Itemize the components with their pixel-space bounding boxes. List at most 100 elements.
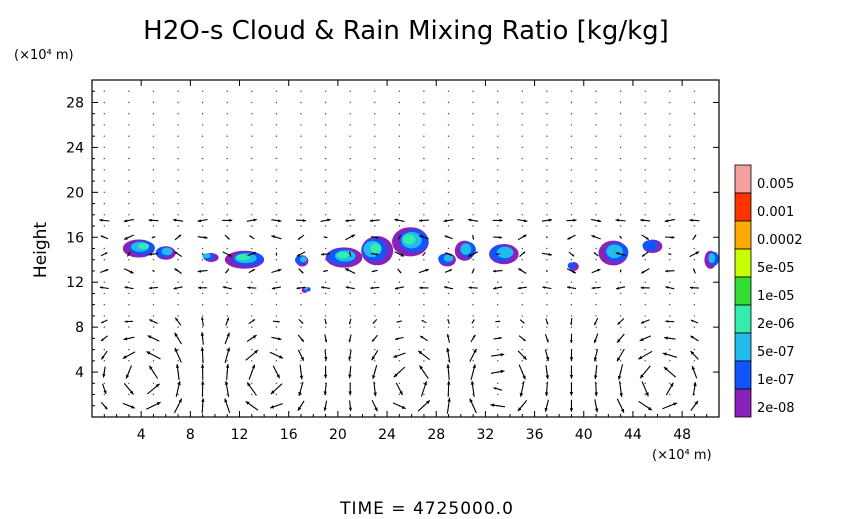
wind-vector [517,234,527,241]
wind-vector [419,335,429,342]
grid-dot [497,393,499,396]
grid-dot [693,135,696,137]
grid-dot [275,382,278,384]
grid-dot [423,124,425,126]
grid-dot [521,304,523,306]
grid-dot [398,292,401,295]
grid-dot [300,393,302,396]
wind-vector [468,218,479,222]
wind-vector [373,381,377,397]
grid-dot [546,225,548,227]
grid-dot [275,315,278,317]
wind-vector [175,364,180,381]
wind-vector [320,218,331,222]
grid-dot [521,382,523,384]
wind-vector [519,251,526,258]
wind-vector [122,402,136,409]
grid-dot [201,146,204,149]
grid-dot [177,101,179,104]
grid-dot [423,315,425,317]
wind-vector [173,218,184,222]
grid-dot [201,124,204,126]
grid-dot [251,157,253,160]
grid-dot [324,124,327,126]
grid-dot [349,90,351,92]
grid-dot [472,225,474,227]
grid-dot [374,348,376,351]
wind-vector [593,349,599,362]
wind-vector [467,251,479,257]
wind-vector [246,334,257,343]
grid-dot [447,169,450,171]
grid-dot [300,90,302,92]
grid-dot [152,393,155,396]
grid-dot [275,348,278,351]
grid-dot [423,326,425,328]
grid-dot [570,292,573,295]
wind-vector [198,286,208,290]
grid-dot [226,360,228,362]
wind-vector [271,336,282,341]
y-tick-label: 8 [75,320,84,336]
grid-dot [669,382,671,384]
wind-vector [225,317,230,326]
x-tick-label: 16 [280,427,298,443]
wind-vector [566,286,577,290]
legend-swatch [734,332,752,362]
wind-vector [518,364,526,380]
wind-vector [689,251,700,258]
grid-dot [374,360,376,362]
grid-dot [693,326,696,328]
wind-vector [490,403,506,408]
grid-dot [275,180,278,182]
grid-dot [275,304,278,306]
wind-vector [420,381,428,397]
wind-vector [616,398,625,413]
grid-dot [423,292,425,295]
wind-vector [617,318,625,325]
grid-dot [349,146,351,149]
grid-dot [619,101,622,104]
wind-vector [394,251,405,257]
grid-dot [201,214,204,216]
wind-vector [444,235,453,240]
grid-dot [103,304,106,306]
grid-dot [546,191,548,193]
wind-vector [269,351,284,359]
wind-vector [590,218,602,223]
wind-vector [690,335,699,342]
wind-vector [639,365,651,379]
grid-dot [349,225,351,227]
wind-vector [269,403,283,409]
x-tick-label: 4 [137,427,146,443]
wind-vector [641,381,649,397]
wind-vector [100,319,108,324]
grid-dot [374,101,376,104]
wind-vector [640,218,651,222]
grid-dot [521,315,523,317]
grid-dot [103,315,106,317]
grid-dot [324,135,327,137]
grid-dot [472,124,474,126]
legend-label: 5e-07 [757,345,795,360]
grid-dot [693,191,696,193]
grid-dot [423,202,425,205]
grid-dot [423,169,425,171]
grid-dot [300,124,302,126]
cloud-contour-level [567,262,576,270]
grid-dot [128,157,130,160]
x-tick-label: 36 [526,427,544,443]
grid-dot [128,124,130,126]
wind-vector [662,352,678,358]
wind-vector [566,268,577,274]
wind-vector [569,382,574,396]
grid-dot [693,360,696,362]
wind-vector [395,382,403,396]
wind-vector [567,234,576,240]
grid-dot [177,202,179,205]
grid-dot [275,247,278,250]
wind-vector [417,399,431,412]
grid-dot [300,113,302,115]
wind-vector [372,319,378,324]
grid-dot [595,304,597,306]
